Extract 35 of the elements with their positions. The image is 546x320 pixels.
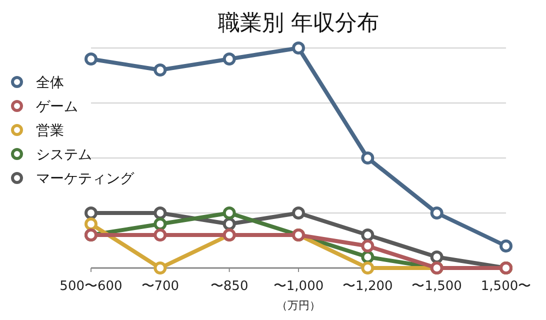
point [361,152,374,164]
point [361,240,374,252]
point [154,262,167,274]
point [154,64,167,76]
point [84,52,98,66]
point [84,218,98,230]
point [292,206,305,220]
point [84,206,98,220]
x-tick-label: 〜850 [210,279,248,294]
legend-label: マーケティング [36,171,135,187]
point [500,240,512,252]
point [361,250,374,264]
legend-label: システム [36,147,92,163]
point [430,250,444,264]
chart-title: 職業別 年収分布 [218,11,379,36]
x-axis-title: （万円） [276,299,320,312]
x-tick-label: 〜1,200 [342,279,393,294]
x-tick-label: 〜1,500 [412,279,462,294]
legend-label: 全体 [36,75,64,91]
point [222,52,236,66]
x-tick-label: 1,500〜 [480,279,532,294]
point [361,228,374,242]
point [430,206,444,220]
point [222,206,236,220]
legend-label: 営業 [36,123,64,139]
x-tick-label: 〜700 [141,279,180,294]
point [361,262,374,274]
legend-label: ゲーム [36,99,78,115]
x-tick-label: 〜1,000 [273,279,324,294]
point [292,42,305,54]
point [222,218,236,230]
x-tick-label: 500〜600 [60,279,122,294]
point [154,228,167,242]
point [154,206,167,220]
point [154,218,167,230]
